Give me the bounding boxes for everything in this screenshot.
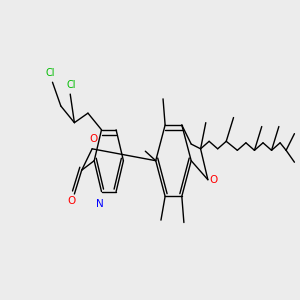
Text: O: O [89,134,97,144]
Text: O: O [67,196,75,206]
Text: Cl: Cl [46,68,55,78]
Text: Cl: Cl [67,80,76,90]
Text: N: N [95,199,103,208]
Text: O: O [209,175,217,185]
